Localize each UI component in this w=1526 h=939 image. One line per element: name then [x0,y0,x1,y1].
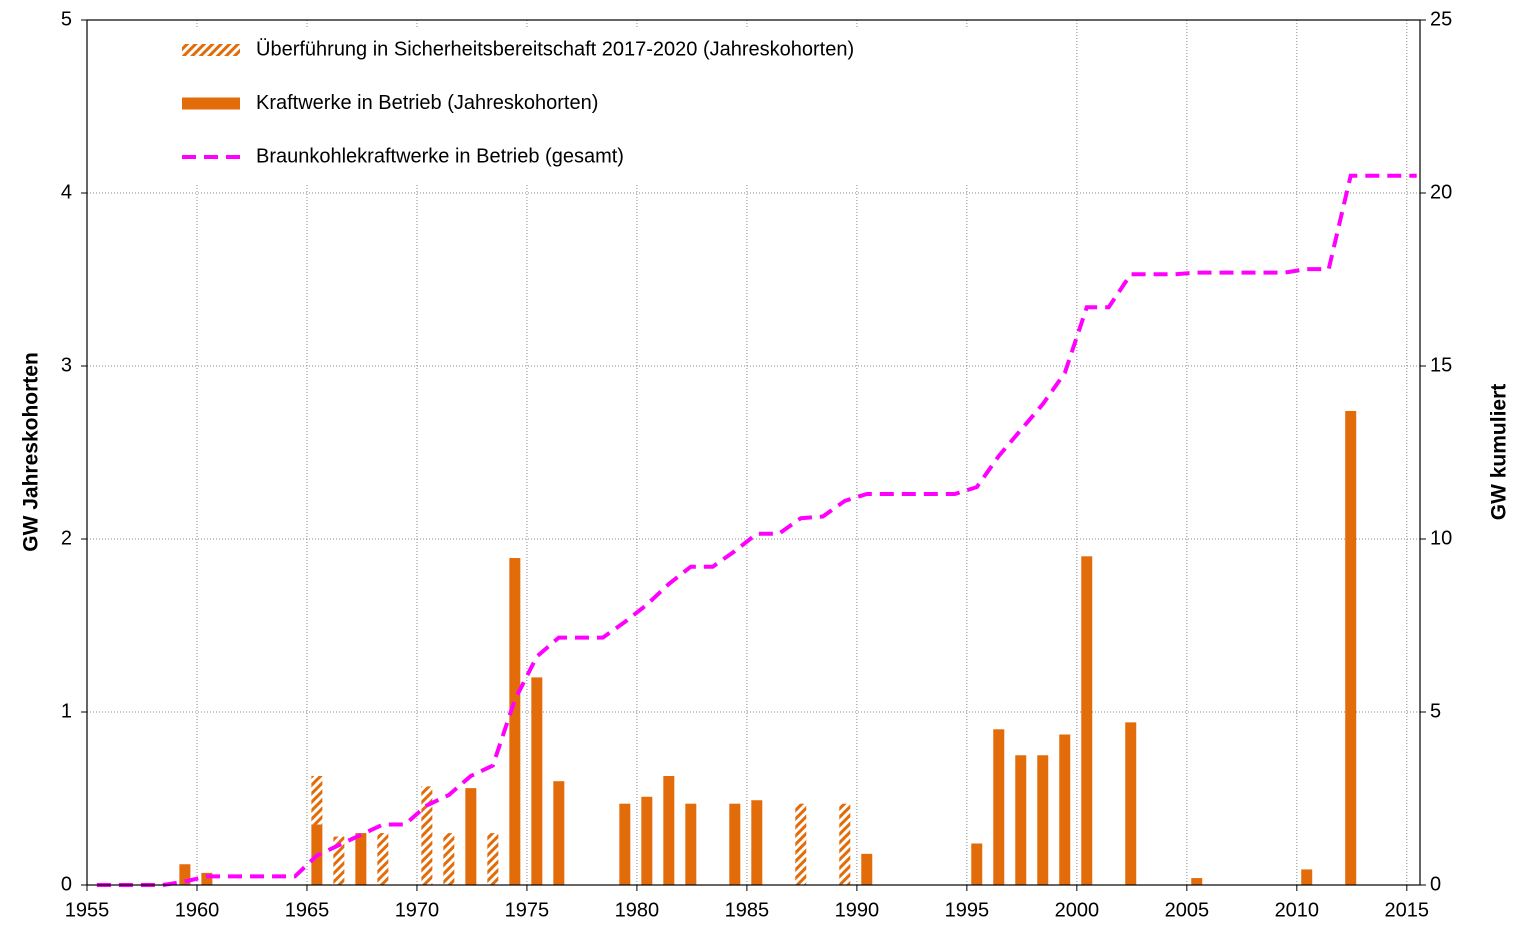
y-tick-label: 5 [61,8,72,30]
line [96,173,1417,887]
legend-swatch [182,44,240,56]
legend-background [170,28,980,183]
bar [663,776,675,885]
y2-tick-label: 5 [1430,700,1441,722]
y2-axis-label: GW kumuliert [1488,384,1511,521]
bar [421,786,433,885]
y2-tick-label: 25 [1430,8,1452,30]
bar [993,729,1005,885]
bar [487,833,499,885]
bar [619,803,631,885]
bar [1015,755,1027,885]
bar [971,843,983,885]
bar [795,803,807,885]
x-tick-label: 2000 [1055,899,1100,921]
bar [1125,722,1137,885]
x-tick-label: 1960 [175,899,220,921]
y2-tick-label: 20 [1430,181,1452,203]
bar [509,558,521,885]
y-tick-label: 2 [61,527,72,549]
x-tick-label: 2005 [1165,899,1210,921]
bar [531,677,543,885]
bar [839,803,851,885]
bar [377,833,389,885]
legend-label: Kraftwerke in Betrieb (Jahreskohorten) [256,92,598,114]
legend-label: Braunkohlekraftwerke in Betrieb (gesamt) [256,145,624,167]
bar [355,833,367,885]
bar [729,803,741,885]
bar [1059,734,1071,885]
y-tick-label: 3 [61,354,72,376]
bar [861,853,873,885]
legend-swatch [182,97,240,110]
bar [1037,755,1049,885]
x-tick-label: 1980 [615,899,660,921]
y-axis-label: GW Jahreskohorten [20,352,43,552]
x-tick-label: 1970 [395,899,440,921]
y2-tick-label: 10 [1430,527,1452,549]
x-tick-label: 1965 [285,899,330,921]
y-tick-label: 4 [61,181,72,203]
bar [553,781,565,885]
y-tick-label: 1 [61,700,72,722]
x-tick-label: 1985 [725,899,770,921]
bar [311,776,323,825]
bar [465,788,477,885]
bar [641,796,653,885]
bar [1191,878,1203,885]
bar [1081,556,1093,885]
x-tick-label: 1975 [505,899,550,921]
bar [443,833,455,885]
x-tick-label: 1995 [945,899,990,921]
x-tick-label: 1990 [835,899,880,921]
plot-frame [86,19,1421,886]
y-tick-label: 0 [61,873,72,895]
x-tick-label: 2010 [1275,899,1320,921]
x-tick-label: 2015 [1385,899,1430,921]
bar [685,803,697,885]
y2-tick-label: 0 [1430,873,1441,895]
bar [201,872,213,885]
bar [333,836,345,885]
bar [1345,410,1357,885]
bar [751,800,763,885]
bar [1301,869,1313,885]
bar [179,864,191,885]
legend-label: Überführung in Sicherheitsbereitschaft 2… [256,38,854,60]
y2-tick-label: 15 [1430,354,1452,376]
x-tick-label: 1955 [65,899,110,921]
